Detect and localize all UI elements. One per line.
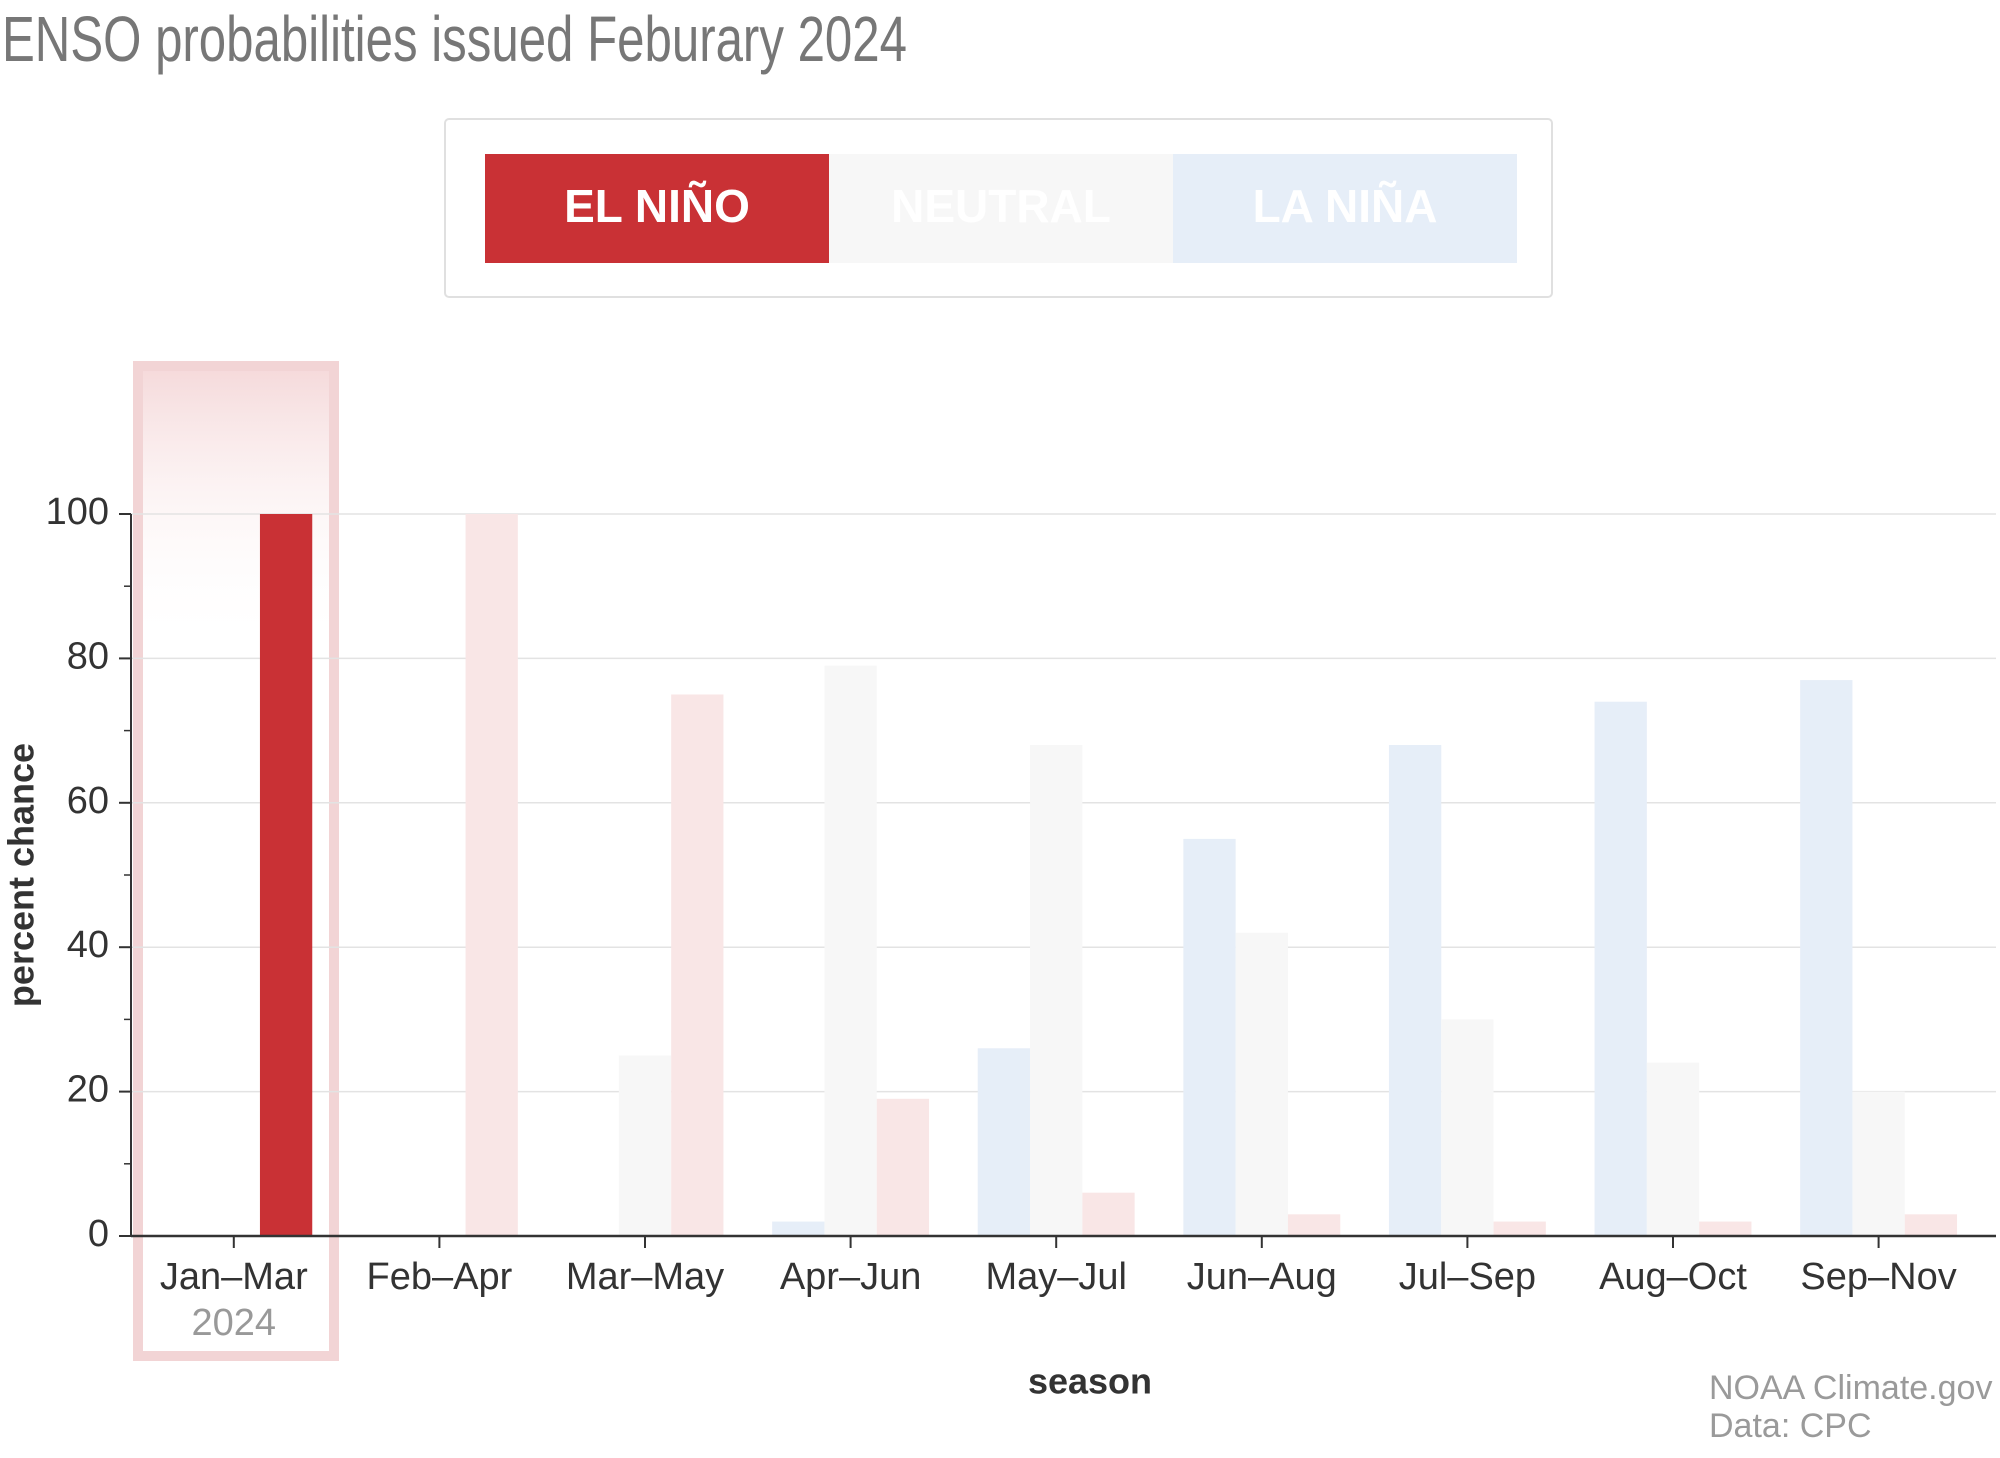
legend-label: LA NIÑA: [1253, 180, 1438, 232]
bar: [876, 1098, 930, 1236]
bar: [1183, 838, 1236, 1236]
bar: [1904, 1214, 1958, 1236]
legend-label: NEUTRAL: [891, 180, 1111, 232]
bar: [1082, 1192, 1135, 1236]
y-tick-label: 60: [67, 780, 109, 822]
bar: [1594, 701, 1647, 1236]
bar: [1699, 1221, 1752, 1236]
y-tick-label: 20: [67, 1069, 109, 1111]
legend: EL NIÑO NEUTRAL LA NIÑA: [485, 154, 1517, 263]
bar: [465, 514, 518, 1236]
x-tick-label: Jul–Sep: [1399, 1256, 1536, 1298]
bar: [1852, 1091, 1905, 1236]
bar: [259, 514, 313, 1236]
bar: [1800, 680, 1853, 1236]
bar: [1441, 1019, 1494, 1236]
bar: [1646, 1062, 1700, 1236]
x-tick-label: Apr–Jun: [780, 1256, 922, 1298]
bar: [671, 694, 724, 1236]
legend-swatch: [1173, 154, 1517, 263]
y-tick-label: 80: [67, 635, 109, 677]
bar: [1235, 932, 1288, 1236]
source: NOAA Climate.gov: [1709, 1369, 1992, 1407]
source: Data: CPC: [1709, 1407, 1872, 1445]
y-tick-label: 0: [88, 1213, 109, 1255]
y-tick-label: 40: [67, 924, 109, 966]
bar: [824, 665, 877, 1236]
x-tick-label: Sep–Nov: [1800, 1256, 1956, 1298]
y-axis-title: percent chance: [1, 743, 42, 1007]
x-tick-label: Aug–Oct: [1599, 1256, 1747, 1298]
x-tick-label: Jan–Mar: [160, 1256, 308, 1298]
y-tick-label: 100: [46, 491, 109, 533]
legend-label: EL NIÑO: [564, 180, 750, 232]
x-tick-label: May–Jul: [985, 1256, 1127, 1298]
bar: [618, 1055, 672, 1236]
x-tick-label: Feb–Apr: [367, 1256, 513, 1298]
bar: [977, 1048, 1031, 1236]
x-axis-title: season: [1028, 1361, 1152, 1402]
x-tick-label: Mar–May: [566, 1256, 724, 1298]
bar: [772, 1221, 825, 1236]
legend-swatch: [485, 154, 829, 263]
x-tick-label: Jun–Aug: [1187, 1256, 1337, 1298]
bar: [1030, 745, 1083, 1236]
bar: [1493, 1221, 1546, 1236]
bar: [1287, 1214, 1341, 1236]
highlight-box: [133, 361, 339, 1361]
chart-title: ENSO probabilities issued Feburary 2024: [2, 3, 907, 75]
legend-swatch: [829, 154, 1173, 263]
x-tick-sublabel: 2024: [192, 1302, 277, 1344]
bar: [1388, 745, 1442, 1236]
